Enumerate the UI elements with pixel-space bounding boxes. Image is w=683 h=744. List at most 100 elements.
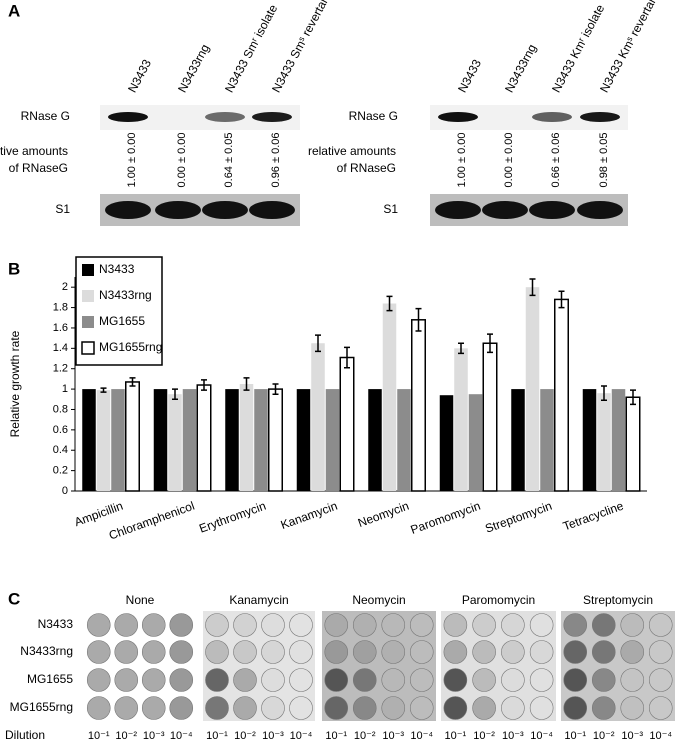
bar (339, 356, 355, 492)
error-bar (344, 346, 350, 369)
error-bar (458, 342, 464, 355)
colony-spot (114, 640, 139, 664)
relative-amount: 1.00 ± 0.00 (456, 133, 468, 188)
colony-spot (529, 613, 554, 637)
colony-spot (169, 613, 194, 637)
x-tick-label: Neomycin (356, 499, 411, 530)
gel-band (155, 201, 201, 219)
gel-band (438, 112, 478, 122)
colony-spot (409, 668, 434, 692)
relative-amount: 0.98 ± 0.05 (598, 133, 610, 188)
y-tick-label: 0.6 (53, 424, 68, 436)
colony-spot (352, 696, 377, 720)
dilution-value: 10⁻¹ (325, 730, 347, 742)
dilution-value: 10⁻² (115, 730, 137, 742)
y-tick-label: 1.2 (53, 363, 68, 375)
colony-spot (620, 668, 645, 692)
bar (525, 287, 540, 491)
colony-spot (620, 613, 645, 637)
relative-label: of RNaseG (337, 161, 396, 175)
y-tick-label: 0 (62, 485, 68, 497)
colony-spot (648, 668, 673, 692)
band-label: RNase G (21, 109, 70, 123)
relative-label: relative amounts (0, 144, 68, 158)
lane-label: N3433 Kmʳ isolate (549, 2, 607, 95)
dilution-value: 10⁻⁴ (170, 730, 193, 742)
colony-spot (409, 613, 434, 637)
colony-spot (324, 668, 349, 692)
colony-spot (409, 640, 434, 664)
colony-spot (324, 640, 349, 664)
dilution-value: 10⁻⁴ (410, 730, 433, 742)
colony-spot (443, 668, 468, 692)
colony-spot (114, 613, 139, 637)
dilution-value: 10⁻¹ (564, 730, 586, 742)
bar (196, 384, 212, 492)
strain-label: N3433 (38, 617, 74, 631)
bar (325, 389, 340, 491)
error-bar (272, 383, 279, 395)
dilution-value: 10⁻² (593, 730, 615, 742)
relative-label: relative amounts (308, 144, 396, 158)
colony-spot (381, 613, 406, 637)
dilution-value: 10⁻¹ (445, 730, 467, 742)
legend-label: MG1655 (99, 314, 145, 328)
dilution-value: 10⁻¹ (206, 730, 228, 742)
colony-spot (233, 640, 257, 664)
y-tick-label: 0.2 (53, 465, 68, 477)
y-tick-label: 1 (62, 383, 68, 395)
bar (611, 389, 626, 491)
error-bar (601, 385, 607, 402)
colony-spot (289, 696, 313, 720)
error-bar (315, 334, 321, 353)
colony-spot (86, 613, 111, 637)
colony-spot (114, 696, 139, 720)
colony-spot (352, 668, 377, 692)
condition-label: Streptomycin (583, 593, 653, 607)
colony-spot (261, 613, 285, 637)
bar (111, 389, 125, 491)
colony-spot (648, 640, 673, 664)
error-bar (129, 377, 136, 387)
error-bar (487, 333, 493, 354)
panel-label: A (8, 1, 20, 20)
dilution-value: 10⁻³ (143, 730, 165, 742)
error-bar (558, 290, 565, 309)
bar (540, 389, 554, 491)
relative-amount: 0.96 ± 0.06 (270, 133, 282, 188)
colony-spot (591, 668, 616, 692)
gel-band (108, 112, 148, 122)
legend-swatch (82, 264, 94, 276)
colony-spot (114, 668, 139, 692)
loading-label: S1 (383, 202, 398, 216)
error-bar (415, 307, 422, 332)
colony-spot (352, 640, 377, 664)
band-label: RNase G (349, 109, 398, 123)
dilution-value: 10⁻⁴ (290, 730, 313, 742)
colony-spot (233, 613, 257, 637)
dilution-value: 10⁻¹ (88, 730, 110, 742)
bar (382, 303, 397, 491)
gel-band (435, 201, 481, 219)
y-tick-label: 1.4 (53, 342, 68, 354)
colony-spot (205, 640, 229, 664)
relative-amount: 0.00 ± 0.00 (503, 133, 515, 188)
bar (296, 389, 311, 491)
lane-label: N3433 Kmˢ revertant (597, 0, 662, 95)
gel-band (529, 201, 575, 219)
colony-spot (472, 668, 496, 692)
bar (368, 389, 382, 491)
legend-swatch (82, 290, 94, 302)
relative-amount: 0.00 ± 0.00 (176, 133, 188, 188)
bar (311, 343, 325, 491)
bar (225, 389, 239, 491)
colony-spot (501, 613, 525, 637)
x-tick-label: Kanamycin (279, 499, 340, 532)
colony-spot (529, 640, 554, 664)
bar (454, 348, 468, 491)
error-bar (100, 387, 107, 393)
colony-spot (86, 668, 111, 692)
y-tick-label: 1.6 (53, 322, 68, 334)
bar (182, 389, 197, 491)
